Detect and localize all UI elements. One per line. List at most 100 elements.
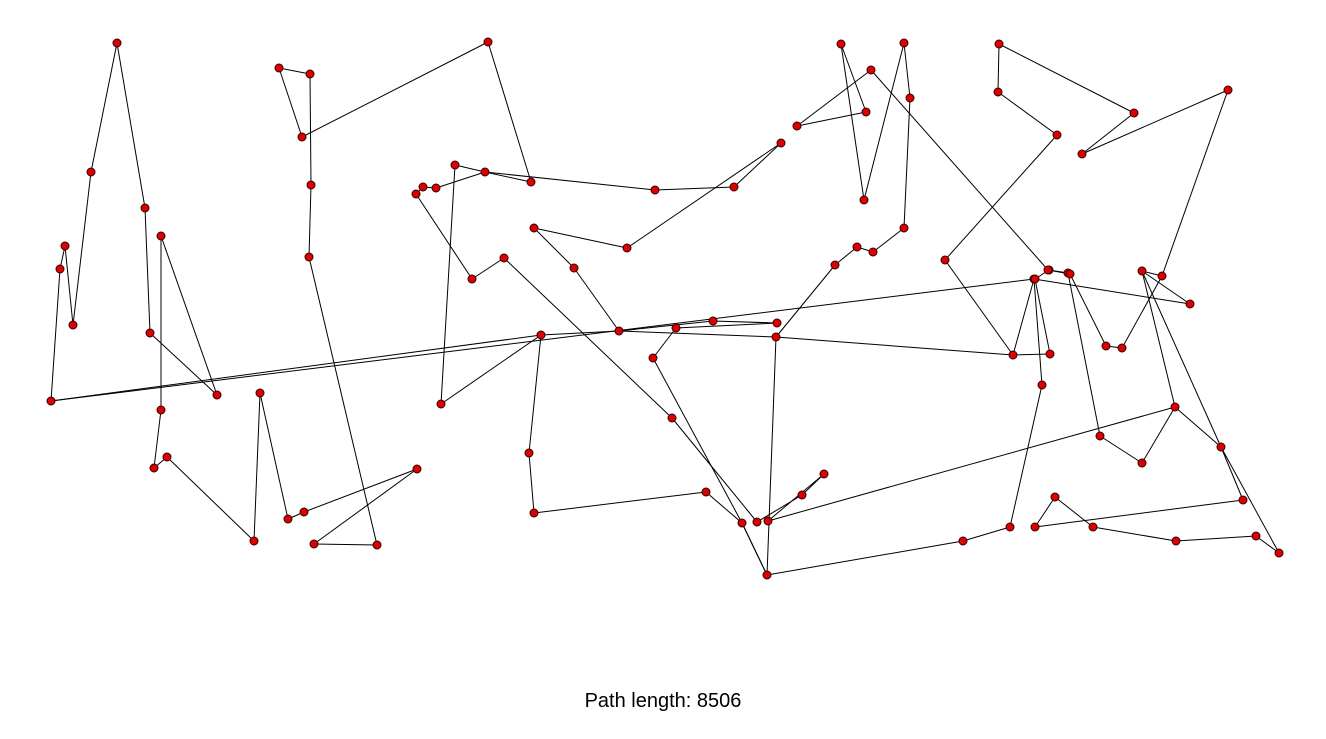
city-point <box>729 182 739 192</box>
city-point <box>1129 108 1139 118</box>
city-point <box>499 253 509 263</box>
city-point <box>304 252 314 262</box>
city-point <box>112 38 122 48</box>
tour-edge <box>487 41 532 183</box>
city-point <box>622 243 632 253</box>
city-point <box>940 255 950 265</box>
city-point <box>249 536 259 546</box>
tour-edge <box>259 392 289 520</box>
city-point <box>372 540 382 550</box>
tour-edge <box>303 468 418 513</box>
tour-edge <box>766 336 777 576</box>
city-point <box>1223 85 1233 95</box>
city-point <box>667 413 677 423</box>
city-point <box>1030 522 1040 532</box>
city-point <box>1005 522 1015 532</box>
city-point <box>306 180 316 190</box>
tour-edge <box>840 43 867 113</box>
tour-edge <box>1220 446 1244 501</box>
city-point <box>859 195 869 205</box>
city-point <box>861 107 871 117</box>
tour-edge <box>144 207 151 334</box>
tour-edge <box>618 320 714 332</box>
tour-edge <box>503 257 673 419</box>
city-point <box>274 63 284 73</box>
tour-edge <box>90 42 118 173</box>
city-point <box>1095 431 1105 441</box>
city-point <box>1043 265 1053 275</box>
tour-edge <box>313 468 418 545</box>
city-point <box>1077 149 1087 159</box>
tour-edge <box>435 171 486 189</box>
tour-edge <box>801 473 825 496</box>
tour-edge <box>654 186 735 191</box>
tour-edge <box>528 452 535 514</box>
city-point <box>752 517 762 527</box>
tour-edge <box>675 322 778 329</box>
tour-edge <box>1099 435 1143 464</box>
city-point <box>526 177 536 187</box>
city-point <box>771 332 781 342</box>
city-point <box>763 516 773 526</box>
tour-edge <box>1174 406 1222 448</box>
tour-edge <box>997 91 1058 136</box>
city-point <box>1037 380 1047 390</box>
city-point <box>776 138 786 148</box>
tour-edge <box>308 256 378 546</box>
city-point <box>467 274 477 284</box>
tour-edge <box>1092 526 1177 542</box>
tour-edge <box>1141 270 1176 408</box>
city-point <box>1101 341 1111 351</box>
tour-edge <box>253 392 261 542</box>
city-point <box>1185 299 1195 309</box>
tour-edge <box>528 334 542 454</box>
tour-edge <box>1220 446 1280 554</box>
tour-edge <box>1054 496 1094 528</box>
tour-edge <box>308 184 312 258</box>
tour-canvas <box>46 37 1284 580</box>
city-point <box>536 330 546 340</box>
tour-edge <box>440 164 456 405</box>
tour-edge <box>116 42 146 209</box>
city-point <box>480 167 490 177</box>
city-point <box>156 405 166 415</box>
tour-edge <box>533 227 628 249</box>
city-point <box>450 160 460 170</box>
city-point <box>60 241 70 251</box>
city-point <box>1065 269 1075 279</box>
city-point <box>994 39 1004 49</box>
city-point <box>1157 271 1167 281</box>
tour-edges <box>50 41 1280 576</box>
tour-edge <box>160 235 218 396</box>
city-point <box>1117 343 1127 353</box>
tour-edge <box>454 164 486 173</box>
city-point <box>524 448 534 458</box>
tour-edge <box>278 67 303 138</box>
tour-edge <box>796 111 867 127</box>
tour-edge <box>484 171 656 191</box>
city-point <box>866 65 876 75</box>
city-point <box>819 469 829 479</box>
tour-edge <box>149 332 218 396</box>
city-point <box>737 518 747 528</box>
city-point <box>86 167 96 177</box>
tour-edge <box>278 67 311 75</box>
tour-edge <box>998 43 1135 114</box>
tour-edge <box>1069 273 1107 347</box>
city-point <box>614 326 624 336</box>
tour-edge <box>50 278 1035 402</box>
tour-edge <box>533 227 575 269</box>
city-point <box>905 93 915 103</box>
city-point <box>1008 350 1018 360</box>
tour-edge <box>1161 89 1229 277</box>
city-point <box>772 318 782 328</box>
city-point <box>46 396 56 406</box>
tour-edge <box>944 259 1014 356</box>
tour-edge <box>1255 535 1280 554</box>
tour-edge <box>1009 384 1043 528</box>
tour-edge <box>1067 272 1101 437</box>
tour-edge <box>652 357 743 524</box>
tour-edge <box>50 268 61 402</box>
tour-edge <box>767 473 825 522</box>
tour-edge <box>671 417 758 523</box>
